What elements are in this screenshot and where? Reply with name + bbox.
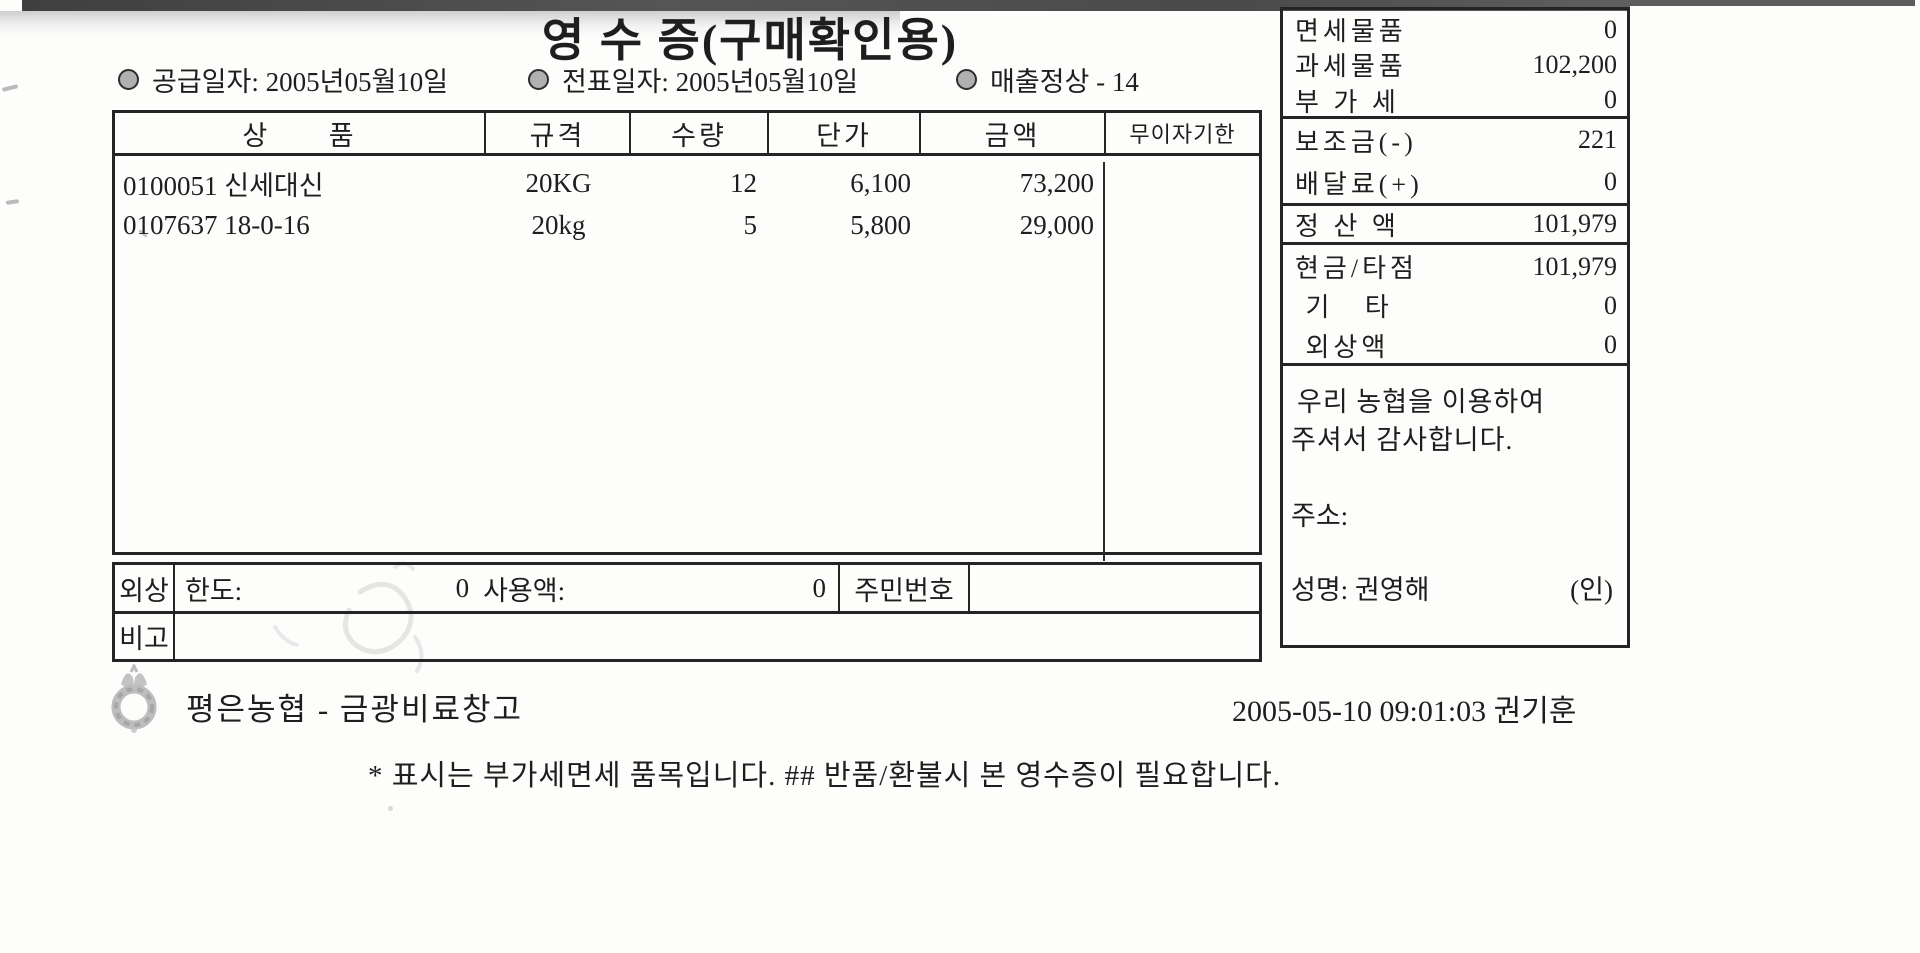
credit-limit-used: 한도: 0 사용액: 0: [175, 565, 840, 611]
credit-remark-table: 외상 한도: 0 사용액: 0 주민번호 비고: [112, 562, 1262, 662]
resident-number-label: 주민번호: [840, 565, 970, 611]
scan-mark: [5, 199, 20, 205]
summary-row-other: 기 타 0: [1283, 286, 1627, 325]
bullet-circle-icon: [118, 68, 139, 90]
info-slip-date: 전표일자: 2005년05월10일: [528, 63, 858, 97]
item-unit-price: 6,100: [850, 167, 911, 198]
summary-label: 보조금(-): [1295, 127, 1417, 157]
summary-value: 0: [1604, 290, 1617, 320]
info-supply-date: 공급일자: 2005년05월10일: [118, 63, 448, 97]
col-header-amount: 금액: [921, 113, 1106, 153]
remark-label: 비고: [115, 614, 175, 659]
summary-row-delivery: 배달료(+) 0: [1283, 161, 1627, 203]
print-timestamp: 2005-05-10 09:01:03 권기훈: [1232, 695, 1577, 728]
item-unit-price: 5,800: [850, 209, 911, 240]
col-header-spec: 규격: [486, 113, 631, 153]
table-row: 0100051 신세대신 20KG 12 6,100 73,200: [115, 162, 1259, 204]
interest-free-column-divider: [1103, 162, 1105, 561]
summary-section-payment: 현금/타점 101,979 기 타 0 외상액 0: [1280, 242, 1630, 366]
summary-label: 외상액: [1295, 332, 1390, 362]
summary-row-cash: 현금/타점 101,979: [1283, 247, 1627, 286]
summary-section-customer: 우리 농협을 이용하여 주셔서 감사합니다. 주소: 성명: 권영해 (인): [1280, 363, 1630, 648]
credit-used: 사용액: 0: [469, 565, 838, 611]
credit-label: 외상: [115, 565, 175, 611]
scan-mark: [1, 84, 19, 92]
items-table-body: 0100051 신세대신 20KG 12 6,100 73,200 010763…: [115, 162, 1259, 673]
scan-mark: [388, 806, 393, 811]
summary-panel: 면세물품 0 과세물품 102,200 부 가 세 0 보조금(-) 221 배…: [1280, 7, 1630, 648]
summary-value: 0: [1604, 330, 1617, 360]
summary-row-credit-amount: 외상액 0: [1283, 326, 1627, 365]
summary-section-tax: 면세물품 0 과세물품 102,200 부 가 세 0: [1280, 7, 1630, 119]
nh-logo-icon: [111, 664, 157, 733]
summary-value: 0: [1604, 85, 1617, 115]
summary-label: 면세물품: [1295, 17, 1407, 47]
item-spec: 20kg: [531, 209, 586, 240]
receipt-title: 영 수 증(구매확인용): [541, 15, 959, 66]
resident-number-value: [970, 565, 1259, 611]
scan-top-band-right: [1630, 0, 1915, 6]
store-name: 평은농협 - 금광비료창고: [186, 692, 524, 727]
info-supply-date-label: 공급일자: 2005년05월10일: [152, 66, 449, 97]
col-header-qty: 수량: [631, 113, 769, 153]
credit-limit-value: 0: [455, 572, 470, 603]
summary-label: 배달료(+): [1295, 169, 1423, 199]
thanks-message-line1: 우리 농협을 이용하여: [1297, 387, 1546, 417]
summary-value: 0: [1604, 167, 1617, 196]
summary-section-total: 정 산 액 101,979: [1280, 203, 1630, 245]
item-spec: 20KG: [525, 167, 592, 198]
summary-row-subsidy: 보조금(-) 221: [1283, 119, 1627, 161]
credit-row: 외상 한도: 0 사용액: 0 주민번호: [115, 565, 1259, 614]
summary-label: 과세물품: [1295, 52, 1407, 82]
item-amount: 29,000: [1019, 209, 1094, 240]
summary-value: 101,979: [1532, 251, 1618, 281]
col-header-interest-free: 무이자기한: [1129, 122, 1236, 147]
scan-gray-streak: [0, 11, 900, 39]
item-product: 0107637 18-0-16: [123, 209, 310, 240]
items-table: 상 품 규격 수량 단가 금액 무이자기한 0100051 신세대신 20KG …: [112, 110, 1262, 673]
col-header-unit-price: 단가: [769, 113, 921, 153]
summary-label: 기 타: [1295, 293, 1393, 323]
address-label: 주소:: [1291, 501, 1349, 531]
summary-label: 부 가 세: [1295, 87, 1400, 117]
info-slip-date-label: 전표일자: 2005년05월10일: [562, 66, 859, 97]
summary-section-adjust: 보조금(-) 221 배달료(+) 0: [1280, 116, 1630, 206]
item-qty: 5: [743, 209, 758, 240]
thanks-message-line2: 주셔서 감사합니다.: [1291, 425, 1514, 455]
summary-label: 정 산 액: [1295, 211, 1400, 241]
summary-row-taxable: 과세물품 102,200: [1283, 47, 1627, 82]
customer-name: 성명: 권영해: [1291, 575, 1430, 605]
credit-used-label: 사용액:: [483, 575, 566, 606]
summary-value: 102,200: [1532, 49, 1618, 79]
customer-name-row: 성명: 권영해 (인): [1291, 568, 1613, 607]
items-table-header: 상 품 규격 수량 단가 금액 무이자기한: [115, 113, 1259, 156]
summary-value: 101,979: [1532, 209, 1618, 238]
summary-label: 현금/타점: [1295, 254, 1418, 284]
summary-value: 0: [1604, 14, 1617, 44]
bullet-circle-icon: [528, 68, 549, 90]
summary-row-vat: 부 가 세 0: [1283, 83, 1627, 118]
credit-limit-label: 한도:: [185, 575, 243, 606]
info-sale-status: 매출정상 - 14: [956, 63, 1139, 97]
summary-row-tax-free: 면세물품 0: [1283, 12, 1627, 47]
summary-row-settlement: 정 산 액 101,979: [1283, 206, 1627, 242]
footer-note: * 표시는 부가세면세 품목입니다. ## 반품/환불시 본 영수증이 필요합니…: [368, 760, 1282, 792]
credit-limit: 한도: 0: [175, 565, 469, 611]
remark-row: 비고: [115, 614, 1259, 659]
table-row: 0107637 18-0-16 20kg 5 5,800 29,000: [115, 204, 1259, 246]
remark-value: [175, 614, 1259, 659]
item-amount: 73,200: [1019, 167, 1094, 198]
scan-top-band: [22, 0, 1630, 11]
col-header-product: 상 품: [115, 113, 486, 153]
item-product: 0100051 신세대신: [123, 170, 324, 201]
info-sale-status-label: 매출정상 - 14: [990, 66, 1139, 97]
seal-placeholder: (인): [1570, 575, 1613, 605]
summary-value: 221: [1578, 125, 1617, 154]
item-qty: 12: [730, 167, 757, 198]
bullet-circle-icon: [956, 68, 977, 90]
credit-used-value: 0: [812, 572, 827, 603]
